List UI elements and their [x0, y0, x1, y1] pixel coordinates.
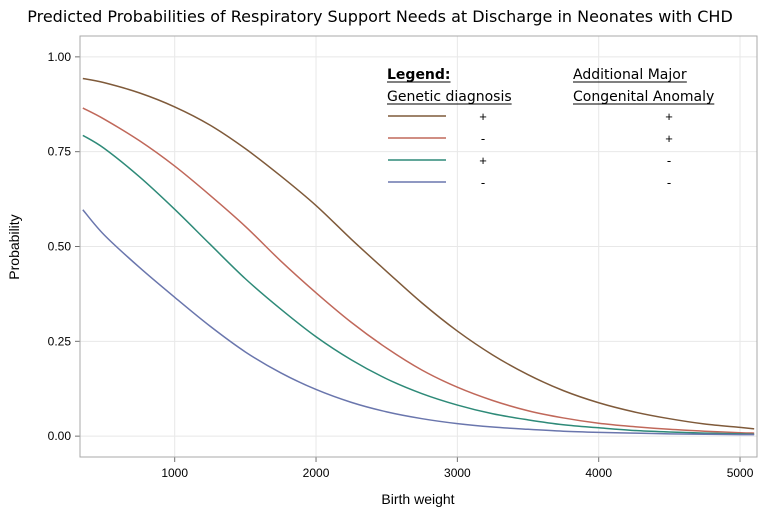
legend-anomaly-value: -: [667, 175, 671, 190]
series-line: [82, 77, 755, 430]
legend-anomaly-value: +: [665, 109, 673, 124]
legend-anomaly-value: +: [665, 131, 673, 146]
legend-anomaly-header-line1: Additional Major: [573, 67, 687, 83]
legend-genetic-value: -: [481, 131, 485, 146]
y-tick-label: 1.00: [48, 50, 72, 64]
y-tick-label: 0.75: [48, 145, 72, 159]
x-tick-label: 1000: [161, 466, 188, 480]
x-tick-label: 4000: [585, 466, 612, 480]
grid-lines: [80, 36, 757, 457]
series-lines: [82, 77, 755, 436]
legend-anomaly-value: -: [667, 153, 671, 168]
series-line: [82, 107, 755, 434]
legend-anomaly-header-line2: Congenital Anomaly: [573, 89, 714, 105]
chart-title: Predicted Probabilities of Respiratory S…: [27, 7, 733, 26]
legend-genetic-value: +: [479, 109, 487, 124]
legend-genetic-diagnosis-header: Genetic diagnosis: [387, 89, 512, 105]
plot-frame: [79, 35, 758, 458]
legend-title: Legend:: [387, 67, 451, 83]
x-tick-label: 5000: [727, 466, 754, 480]
legend-entries: + + - + + - - -: [388, 109, 673, 190]
legend-genetic-value: +: [479, 153, 487, 168]
y-tick-label: 0.50: [48, 240, 72, 254]
legend: Legend: Genetic diagnosis Additional Maj…: [387, 67, 715, 190]
y-axis-label: Probability: [6, 214, 22, 279]
x-tick-label: 2000: [303, 466, 330, 480]
axis-ticks: 1000 2000 3000 4000 5000 0.00 0.25 0.50 0.75 1.00: [48, 50, 754, 480]
series-line: [82, 134, 755, 435]
y-tick-label: 0.00: [48, 429, 72, 443]
series-line: [82, 209, 755, 436]
y-tick-label: 0.25: [48, 334, 72, 348]
x-axis-label: Birth weight: [381, 491, 454, 507]
x-tick-label: 3000: [444, 466, 471, 480]
legend-genetic-value: -: [481, 175, 485, 190]
